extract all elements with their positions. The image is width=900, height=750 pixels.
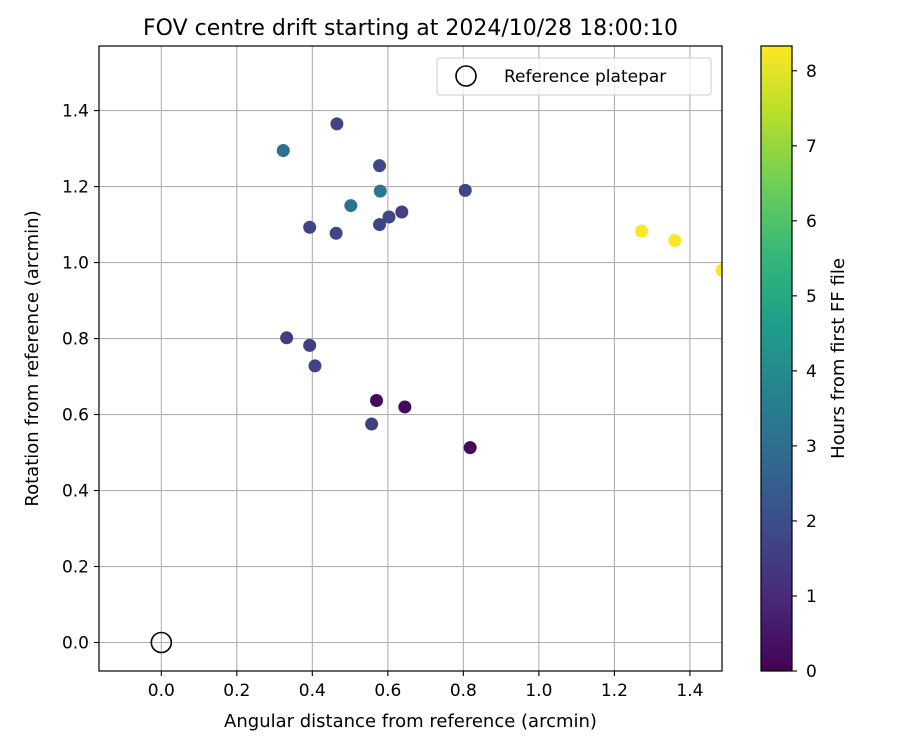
scatter-point bbox=[280, 331, 294, 345]
x-tick-label: 0.2 bbox=[223, 681, 250, 701]
colorbar-tick-label: 5 bbox=[806, 287, 817, 307]
x-axis-ticks: 0.0 0.2 0.4 0.6 0.8 1.0 1.2 1.4 bbox=[148, 671, 703, 701]
reference-point bbox=[150, 631, 173, 654]
y-axis-label: Rotation from reference (arcmin) bbox=[22, 210, 43, 506]
scatter-point bbox=[365, 417, 379, 431]
colorbar-tick-label: 2 bbox=[806, 512, 817, 532]
scatter-point bbox=[373, 218, 387, 232]
scatter-point bbox=[398, 400, 412, 414]
colorbar-tick-label: 8 bbox=[806, 62, 817, 82]
scatter-point bbox=[344, 199, 358, 213]
colorbar-tick-label: 1 bbox=[806, 587, 817, 607]
y-tick-label: 0.0 bbox=[62, 634, 89, 654]
scatter-point bbox=[308, 359, 322, 373]
x-tick-label: 1.4 bbox=[676, 681, 703, 701]
plot-frame bbox=[98, 45, 723, 672]
colorbar-tick-label: 6 bbox=[806, 212, 817, 232]
x-tick-label: 1.2 bbox=[601, 681, 628, 701]
legend-entry-reference: Reference platepar bbox=[504, 67, 666, 87]
scatter-point bbox=[303, 338, 317, 352]
scatter-point bbox=[382, 210, 396, 224]
colorbar-tick-label: 3 bbox=[806, 437, 817, 457]
colorbar-frame bbox=[760, 45, 793, 672]
chart-title: FOV centre drift starting at 2024/10/28 … bbox=[143, 16, 678, 41]
scatter-point bbox=[463, 441, 477, 455]
legend-marker-reference bbox=[455, 65, 477, 87]
colorbar-tick-label: 0 bbox=[806, 662, 817, 682]
scatter-point bbox=[635, 224, 649, 238]
y-tick-label: 0.2 bbox=[62, 558, 89, 578]
x-tick-label: 1.0 bbox=[525, 681, 552, 701]
legend: Reference platepar bbox=[436, 57, 712, 96]
scatter-point bbox=[395, 205, 409, 219]
colorbar-label: Hours from first FF file bbox=[828, 258, 849, 459]
colorbar-gradient bbox=[761, 46, 792, 671]
y-axis-ticks: 0.0 0.2 0.4 0.6 0.8 1.0 1.2 1.4 bbox=[62, 102, 99, 654]
colorbar-tick-label: 7 bbox=[806, 137, 817, 157]
scatter-point bbox=[329, 226, 343, 240]
data-points bbox=[276, 117, 722, 455]
scatter-point bbox=[370, 393, 384, 407]
scatter-point bbox=[715, 263, 722, 277]
scatter-point bbox=[330, 117, 344, 131]
x-tick-label: 0.0 bbox=[148, 681, 175, 701]
y-tick-label: 1.4 bbox=[62, 102, 89, 122]
colorbar-tick-label: 4 bbox=[806, 362, 817, 382]
scatter-point bbox=[276, 143, 290, 157]
x-tick-label: 0.6 bbox=[374, 681, 401, 701]
legend-box bbox=[436, 57, 712, 96]
y-tick-label: 0.4 bbox=[62, 482, 89, 502]
y-tick-label: 1.2 bbox=[62, 178, 89, 198]
colorbar: 0 1 2 3 4 5 6 7 8 Hours from first FF file bbox=[760, 45, 849, 682]
scatter-point bbox=[458, 183, 472, 197]
x-tick-label: 0.4 bbox=[299, 681, 326, 701]
scatter-point bbox=[373, 184, 387, 198]
x-tick-label: 0.8 bbox=[450, 681, 477, 701]
grid-lines bbox=[99, 46, 722, 671]
scatter-point bbox=[303, 220, 317, 234]
scatter-point bbox=[373, 159, 387, 173]
colorbar-ticks: 0 1 2 3 4 5 6 7 8 bbox=[792, 62, 817, 682]
y-tick-label: 0.8 bbox=[62, 330, 89, 350]
x-axis-label: Angular distance from reference (arcmin) bbox=[224, 711, 597, 732]
y-tick-label: 1.0 bbox=[62, 254, 89, 274]
y-tick-label: 0.6 bbox=[62, 406, 89, 426]
scatter-point bbox=[668, 234, 682, 248]
